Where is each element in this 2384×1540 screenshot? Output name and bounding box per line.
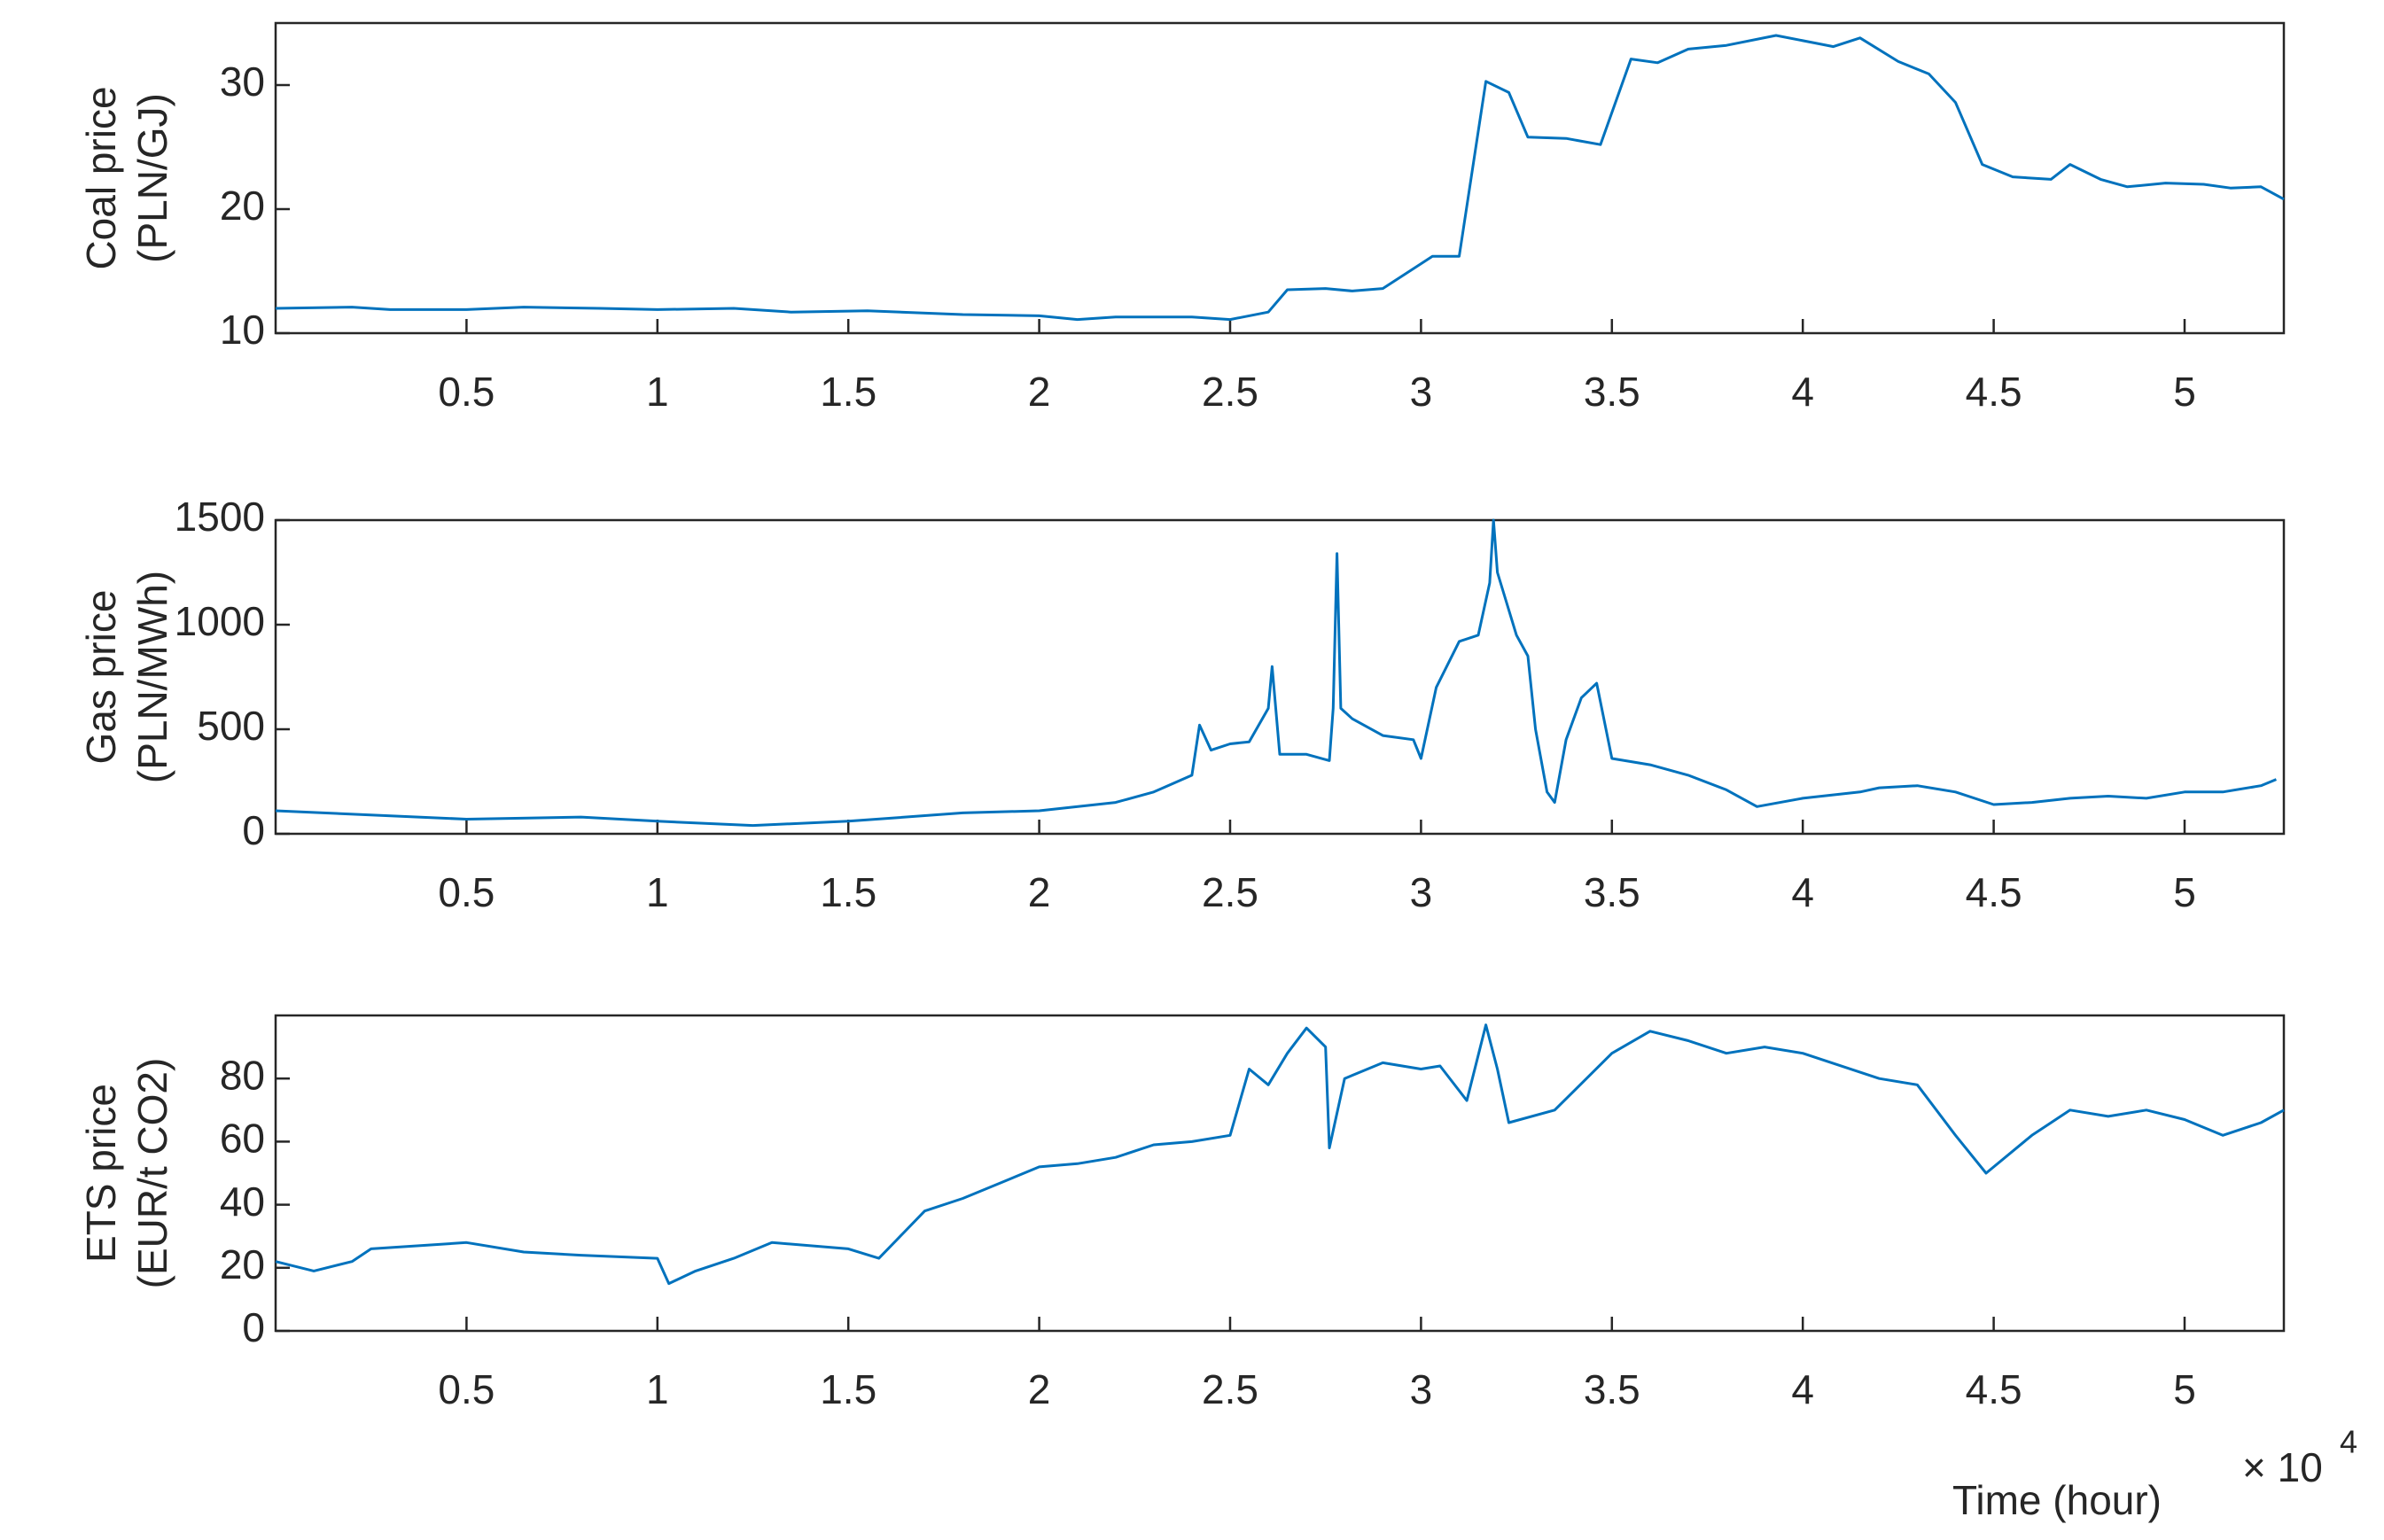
y-axis-label: ETS price (78, 1084, 124, 1263)
x-tick-label: 2.5 (1202, 869, 1258, 915)
y-tick-label: 1500 (175, 494, 265, 540)
y-axis-label: (EUR/t CO2) (129, 1058, 175, 1289)
y-tick-label: 30 (220, 58, 265, 105)
x-tick-label: 3 (1410, 1366, 1433, 1412)
y-tick-label: 500 (197, 703, 265, 749)
x-tick-label: 3.5 (1584, 869, 1640, 915)
x-tick-label: 3.5 (1584, 1366, 1640, 1412)
y-axis-label: Coal price (78, 86, 124, 269)
x-tick-label: 5 (2173, 869, 2196, 915)
x-tick-label: 3 (1410, 869, 1433, 915)
y-tick-label: 0 (242, 1304, 265, 1350)
x-tick-label: 2 (1028, 869, 1051, 915)
y-axis-label: (PLN/MWh) (129, 571, 175, 783)
x-tick-label: 4.5 (1966, 869, 2022, 915)
data-line (275, 34, 2285, 322)
x-tick-label: 2 (1028, 1366, 1051, 1412)
x-tick-label: 1.5 (820, 369, 876, 415)
axes-box (274, 518, 2286, 836)
x-tick-label: 4 (1791, 369, 1814, 415)
x-tick-label: 5 (2173, 369, 2196, 415)
x-tick-label: 0.5 (438, 1366, 495, 1412)
y-tick-label: 20 (220, 183, 265, 229)
x-tick-label: 0.5 (438, 369, 495, 415)
x-tick-label: 4.5 (1966, 1366, 2022, 1412)
data-line (275, 518, 2277, 828)
x-tick-label: 4 (1791, 1366, 1814, 1412)
x-multiplier: × 10 (2242, 1444, 2323, 1490)
y-tick-label: 20 (220, 1241, 265, 1287)
axes-box (274, 1014, 2286, 1333)
y-tick-label: 1000 (175, 598, 265, 644)
x-tick-label: 5 (2173, 1366, 2196, 1412)
y-tick-label: 40 (220, 1178, 265, 1225)
x-tick-label: 1 (646, 1366, 669, 1412)
x-tick-label: 2.5 (1202, 1366, 1258, 1412)
y-tick-label: 80 (220, 1052, 265, 1098)
x-tick-label: 4.5 (1966, 369, 2022, 415)
x-tick-label: 0.5 (438, 869, 495, 915)
x-tick-label: 3.5 (1584, 369, 1640, 415)
y-tick-label: 60 (220, 1116, 265, 1162)
y-tick-label: 10 (220, 307, 265, 353)
x-tick-label: 2.5 (1202, 369, 1258, 415)
x-tick-label: 4 (1791, 869, 1814, 915)
y-axis-label: Gas price (78, 590, 124, 765)
y-tick-label: 0 (242, 807, 265, 853)
y-axis-label: (PLN/GJ) (129, 93, 175, 263)
x-tick-label: 1.5 (820, 1366, 876, 1412)
x-tick-label: 1 (646, 869, 669, 915)
x-tick-label: 1.5 (820, 869, 876, 915)
data-line (275, 1023, 2285, 1286)
x-axis-label: Time (hour) (1952, 1477, 2162, 1523)
x-multiplier-power: 4 (2340, 1424, 2357, 1460)
x-tick-label: 3 (1410, 369, 1433, 415)
axes-box (274, 21, 2286, 335)
x-tick-label: 1 (646, 369, 669, 415)
x-tick-label: 2 (1028, 369, 1051, 415)
